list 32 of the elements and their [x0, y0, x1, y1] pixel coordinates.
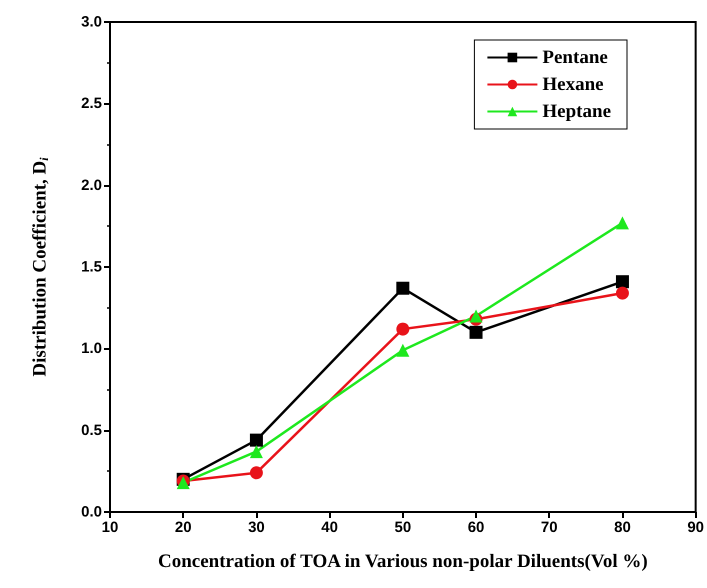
point: [250, 466, 263, 480]
point: [396, 344, 410, 357]
x-tick-label: 30: [248, 519, 265, 536]
x-tick-label: 60: [468, 519, 484, 536]
y-tick-label: 0.5: [81, 422, 102, 439]
x-tick-label: 40: [321, 519, 338, 536]
y-tick-label: 0.0: [81, 504, 102, 520]
legend-label: Heptane: [542, 101, 612, 122]
x-tick-label: 50: [394, 519, 412, 536]
y-axis-title: Distribution Coefficient, Di: [30, 156, 51, 377]
y-tick-label: 2.5: [81, 95, 102, 112]
x-tick-label: 70: [540, 519, 558, 536]
point: [396, 322, 410, 336]
legend-label: Pentane: [542, 47, 608, 68]
point: [250, 434, 263, 447]
x-tick-label: 20: [174, 519, 192, 536]
point: [616, 286, 629, 300]
y-tick-label: 1.5: [81, 258, 102, 276]
y-tick-label: 3.0: [81, 14, 102, 30]
point: [396, 282, 410, 295]
y-tick-label: 2.0: [81, 176, 102, 194]
point: [616, 275, 629, 288]
legend-label: Hexane: [542, 74, 604, 95]
x-tick-label: 90: [687, 519, 704, 536]
point: [250, 445, 263, 458]
point: [470, 326, 483, 339]
point: [470, 310, 483, 322]
point: [616, 216, 629, 230]
x-tick-label: 10: [102, 519, 118, 536]
x-axis-title: Concentration of TOA in Various non-polar Diluents(Vol %): [158, 551, 648, 572]
x-tick-label: 80: [614, 519, 631, 536]
y-tick-label: 1.0: [81, 340, 102, 358]
